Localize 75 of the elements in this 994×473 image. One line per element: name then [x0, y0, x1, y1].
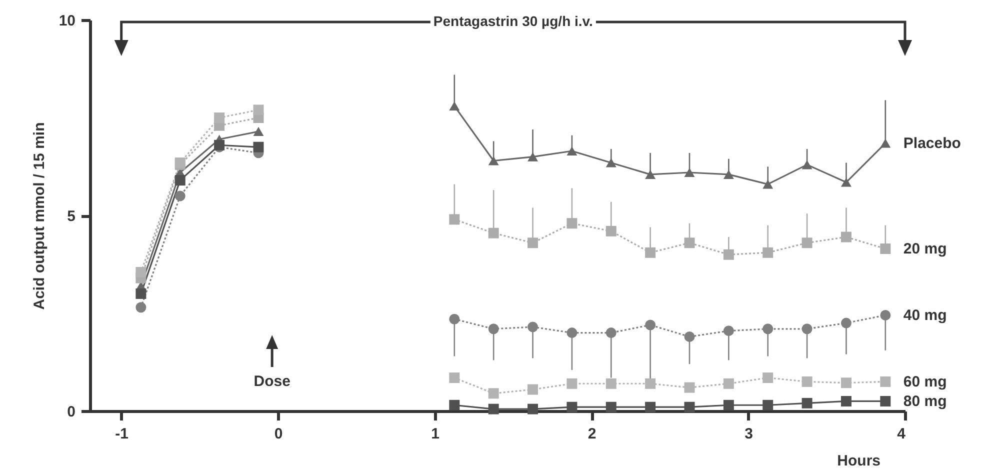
point	[880, 138, 891, 148]
point	[684, 168, 695, 178]
point	[528, 384, 538, 395]
point	[802, 160, 812, 170]
x-tick-label: 4	[897, 426, 906, 442]
point	[684, 331, 695, 342]
point	[645, 378, 656, 389]
series-label: 20 mg	[903, 240, 947, 258]
point	[723, 326, 734, 336]
point	[606, 158, 616, 168]
point	[566, 146, 578, 156]
point	[840, 396, 852, 406]
point	[840, 318, 852, 328]
point	[645, 402, 656, 412]
point	[136, 302, 146, 313]
x-tick-label: 1	[431, 426, 440, 442]
point	[645, 170, 656, 179]
point	[880, 310, 891, 320]
point	[449, 101, 460, 111]
point	[528, 152, 538, 162]
point	[566, 378, 578, 389]
point	[136, 288, 146, 299]
point	[762, 372, 774, 384]
point	[449, 314, 460, 324]
point	[880, 396, 891, 406]
point	[762, 400, 774, 410]
point	[488, 404, 499, 414]
point	[723, 170, 734, 179]
x-axis-title: Hours	[837, 452, 880, 470]
x-tick-label: 0	[274, 426, 283, 442]
y-tick-label: 5	[67, 208, 76, 225]
point	[802, 376, 812, 387]
point	[174, 190, 186, 202]
y-tick-label: 0	[67, 404, 76, 420]
series-label: 80 mg	[903, 393, 947, 410]
point	[253, 104, 264, 116]
point	[645, 320, 656, 330]
point	[802, 324, 812, 334]
point	[762, 180, 774, 189]
point	[723, 400, 734, 410]
point	[449, 400, 460, 410]
annotation: Pentagastrin 30 µg/h i.v.	[433, 13, 593, 29]
y-axis-title: Acid output mmol / 15 min	[30, 122, 48, 310]
point	[840, 378, 852, 388]
point	[802, 398, 812, 408]
point	[253, 142, 264, 152]
point	[606, 378, 616, 389]
point	[684, 382, 695, 393]
point	[528, 322, 538, 332]
point	[488, 388, 499, 399]
point	[762, 324, 774, 334]
y-tick-label: 10	[58, 12, 76, 30]
point	[528, 404, 538, 414]
point	[840, 178, 852, 187]
point	[880, 376, 891, 387]
annotation: Dose	[254, 373, 290, 390]
point	[174, 175, 186, 186]
point	[253, 126, 264, 136]
point	[136, 266, 146, 278]
series-label: Placebo	[903, 135, 961, 152]
series-label: 60 mg	[903, 374, 947, 391]
point	[449, 372, 460, 384]
x-tick-label: 3	[744, 426, 753, 442]
point	[488, 324, 499, 334]
point	[566, 402, 578, 412]
point	[606, 328, 616, 338]
x-tick-label: -1	[115, 426, 129, 442]
series-label: 40 mg	[903, 307, 947, 324]
point	[488, 156, 499, 166]
point	[606, 402, 616, 412]
point	[566, 328, 578, 338]
point	[723, 378, 734, 389]
point	[684, 402, 695, 412]
point	[214, 112, 225, 123]
x-tick-label: 2	[588, 426, 596, 442]
